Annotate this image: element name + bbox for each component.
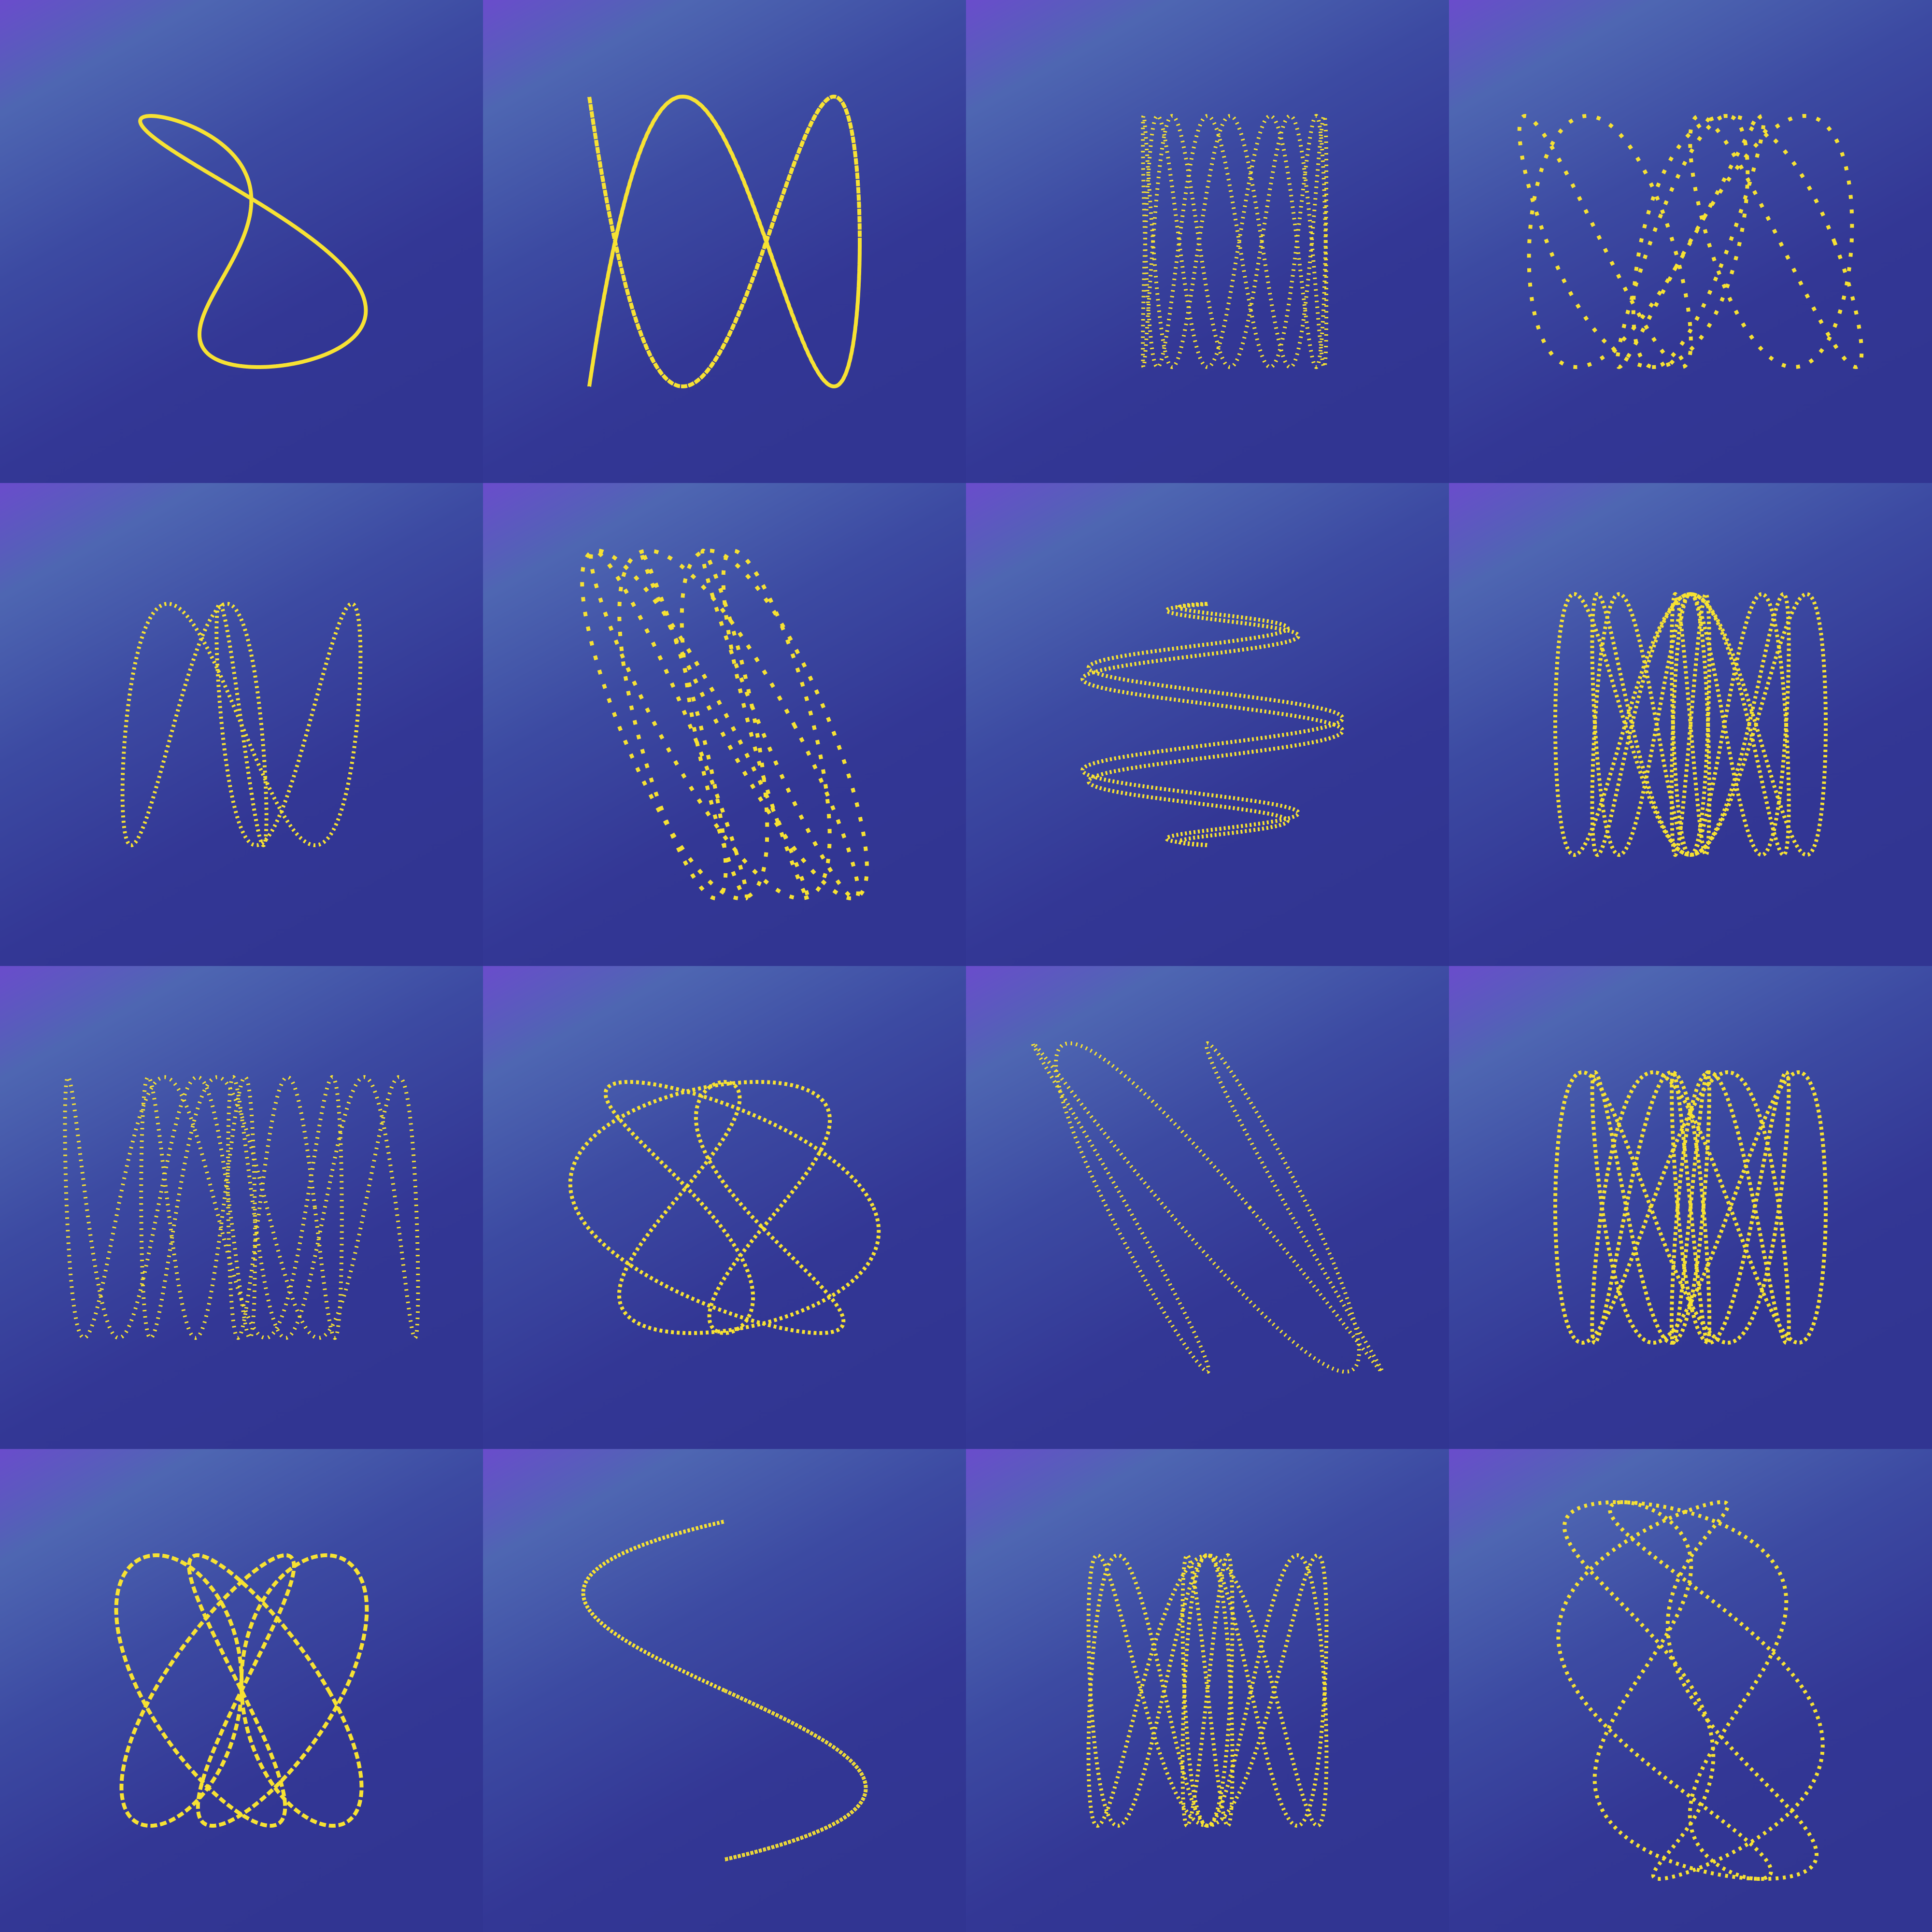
curve <box>581 1520 868 1861</box>
tile <box>0 483 483 966</box>
tile <box>1449 966 1932 1449</box>
tile-background <box>483 966 966 1449</box>
tile <box>966 0 1449 483</box>
tile <box>966 1449 1449 1932</box>
curve <box>114 1553 369 1828</box>
tile <box>0 1449 483 1932</box>
curve <box>1086 1553 1329 1828</box>
curve <box>587 94 862 389</box>
curve <box>1080 602 1345 847</box>
tile-background <box>966 0 1449 483</box>
curve <box>1141 114 1329 369</box>
tile <box>0 0 483 483</box>
tile-background <box>0 966 483 1449</box>
tile-background <box>483 0 966 483</box>
curve <box>580 548 869 901</box>
tile <box>483 0 966 483</box>
tile <box>483 1449 966 1932</box>
curve <box>568 1080 881 1335</box>
tile-background <box>483 483 966 966</box>
tile-background <box>966 483 1449 966</box>
curve <box>1556 1500 1825 1881</box>
curve <box>1031 1041 1384 1374</box>
tile <box>1449 0 1932 483</box>
tile <box>0 966 483 1449</box>
tile <box>1449 483 1932 966</box>
curve <box>1517 114 1864 369</box>
curve <box>120 601 363 848</box>
curve <box>138 114 368 369</box>
tile <box>966 483 1449 966</box>
tile <box>966 966 1449 1449</box>
tile-background <box>966 966 1449 1449</box>
tile <box>483 483 966 966</box>
curve <box>1553 1070 1828 1345</box>
tile <box>1449 1449 1932 1932</box>
tile-background <box>1449 1449 1932 1932</box>
curve <box>1553 592 1828 857</box>
tile <box>483 966 966 1449</box>
